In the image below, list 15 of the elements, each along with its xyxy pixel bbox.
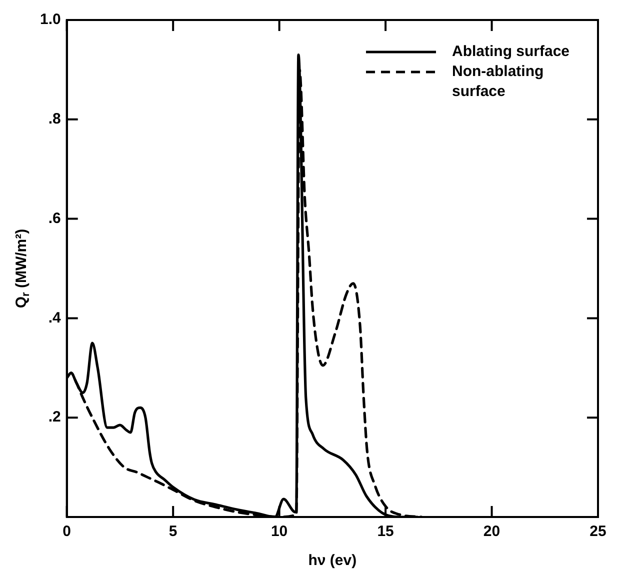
x-tick-label: 25 [590,523,606,540]
y-tick-label: 1.0 [40,11,61,28]
x-tick-label: 15 [377,523,394,540]
x-tick-label: 0 [62,523,72,540]
x-tick-label: 20 [483,523,500,540]
y-tick-label: .2 [48,408,61,426]
y-tick-label: .4 [48,309,62,326]
x-tick-label: 5 [168,523,178,540]
y-tick-label: .6 [48,210,61,227]
y-tick-label: .8 [48,110,61,128]
x-axis-title: hν (ev) [308,552,357,570]
legend-label: Ablating surface [452,43,570,60]
y-axis-title: Qr (MW/m²) [13,228,32,308]
legend-label: Non-ablating surface [452,63,544,100]
x-tick-label: 10 [270,523,288,540]
